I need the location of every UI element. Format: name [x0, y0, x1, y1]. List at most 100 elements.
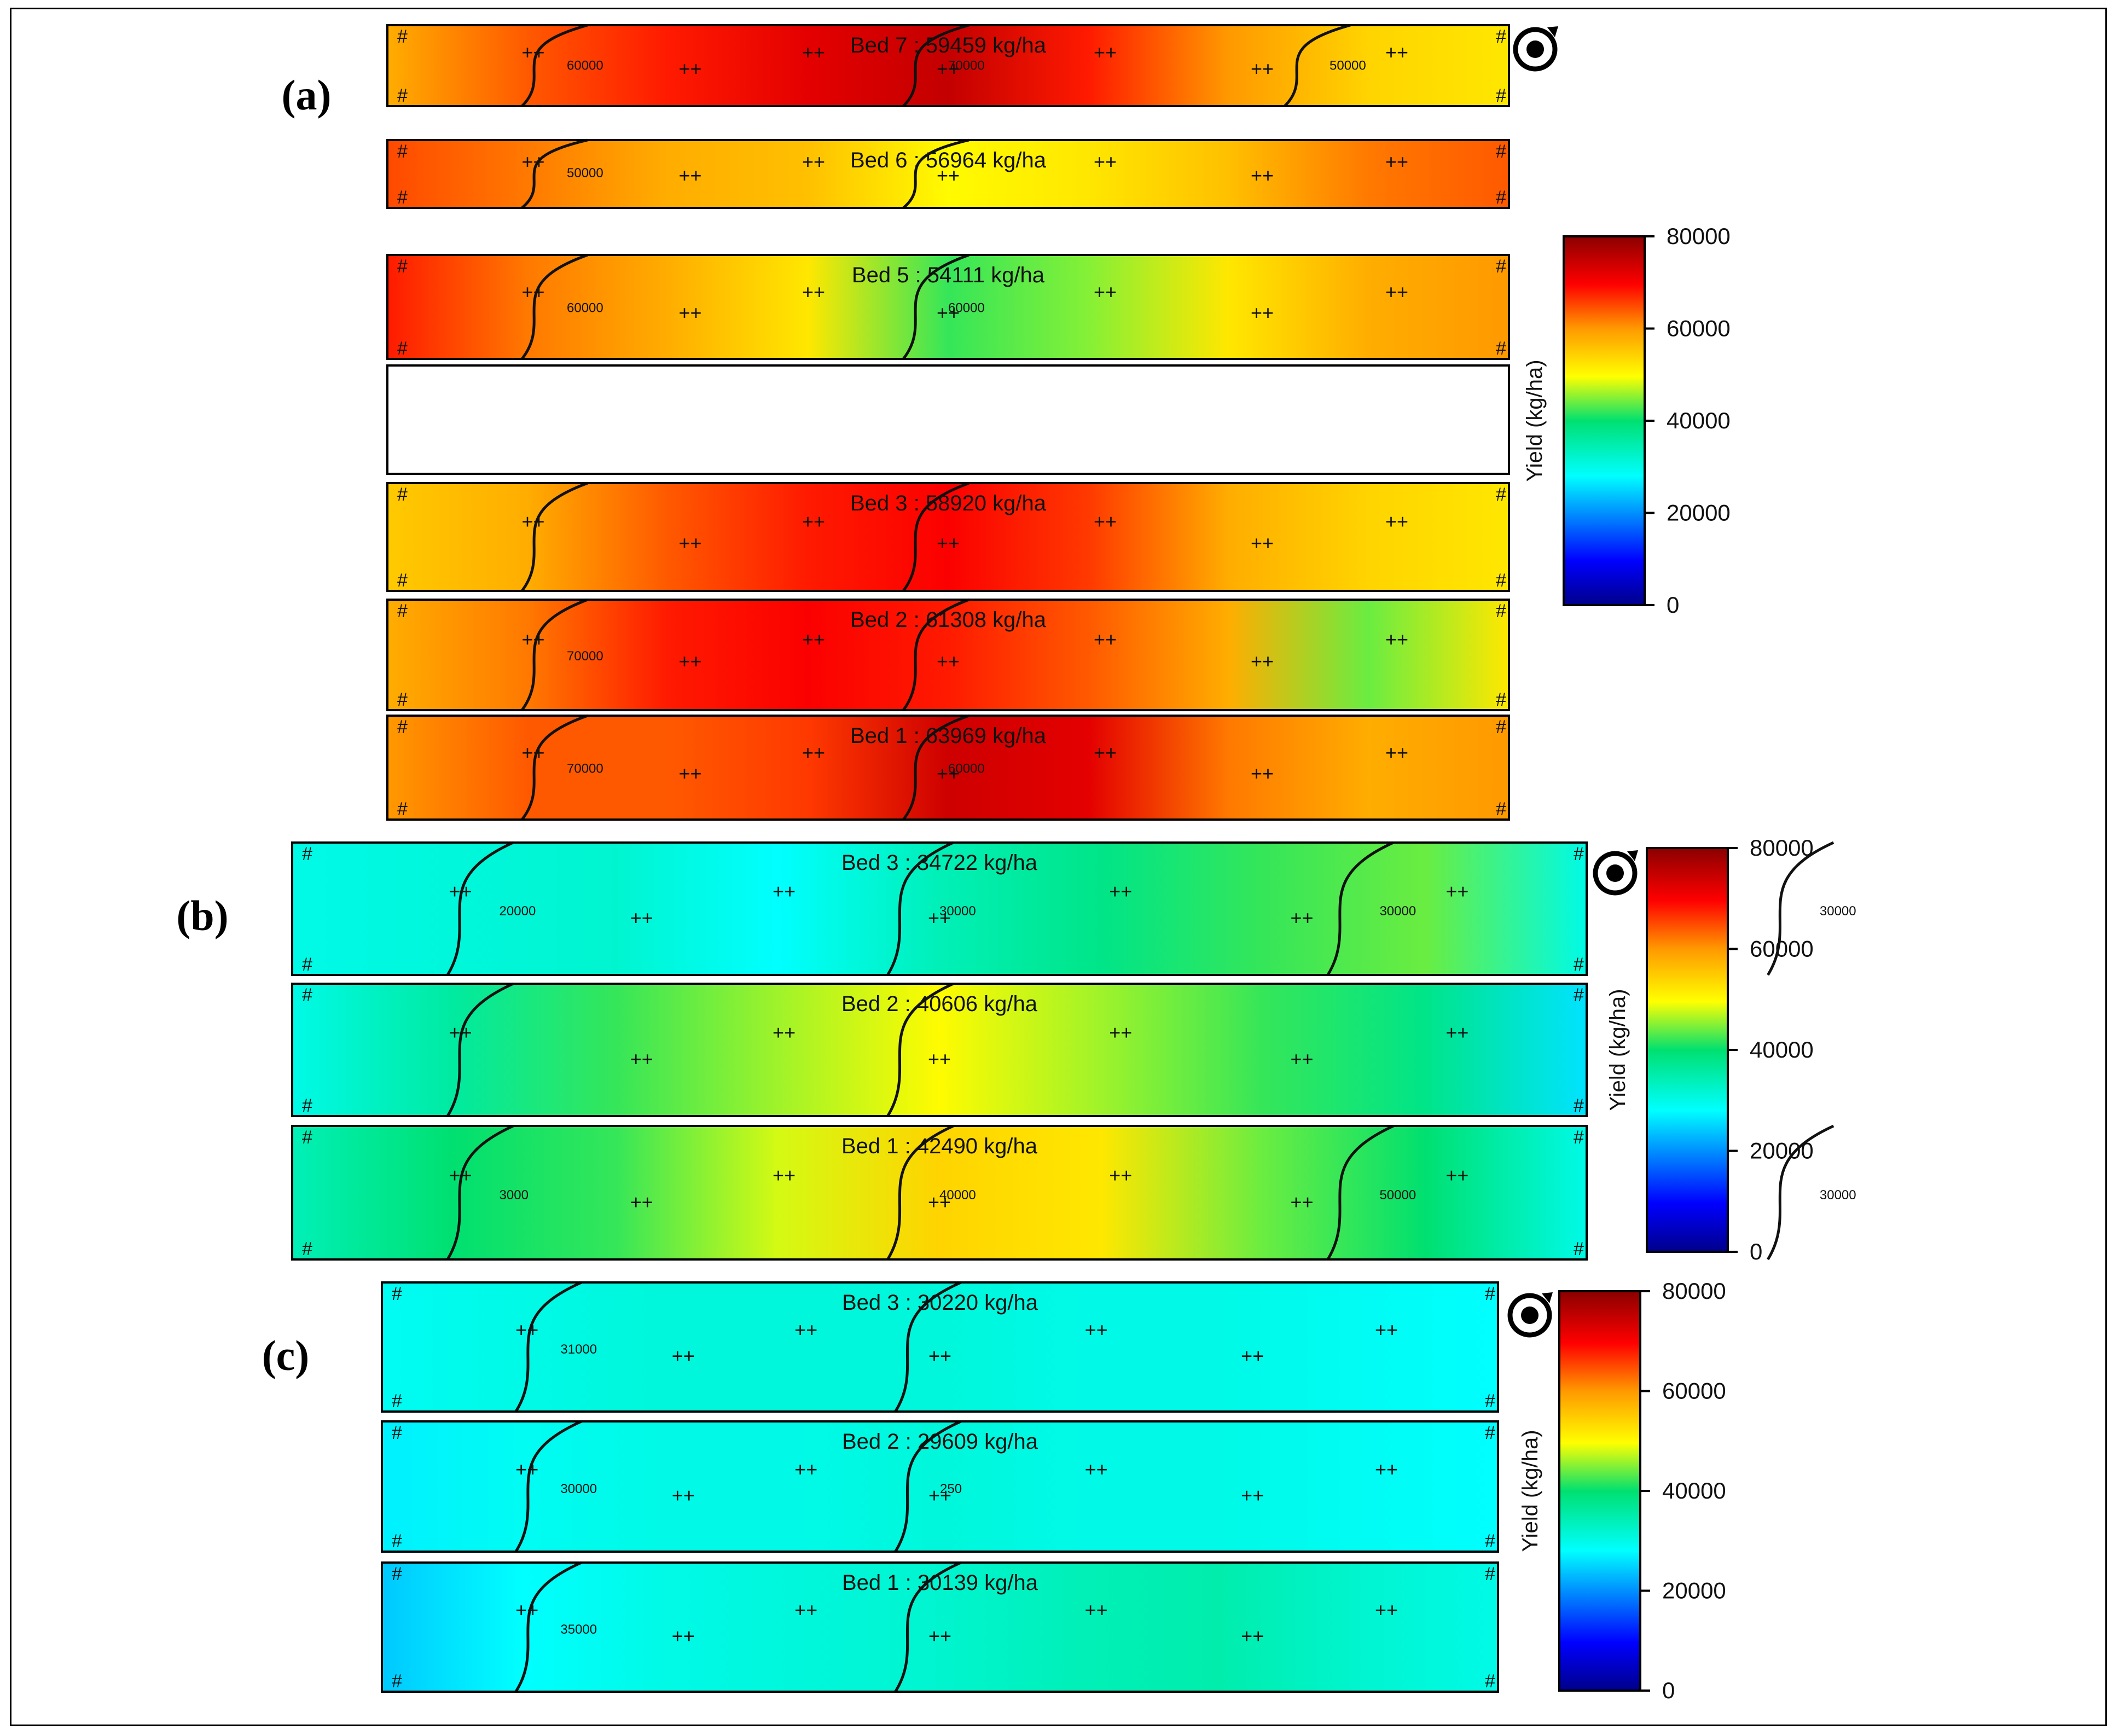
- contour-line: [1326, 1124, 1394, 1261]
- bed-plot: ++ ++ ++ ++ ++ ++ ++ # # # # Bed 3 : 58920 kg/ha: [386, 481, 1510, 592]
- colorbar-ramp: [1646, 847, 1729, 1253]
- contour-label: 50000: [1330, 58, 1366, 73]
- contour-line: [446, 982, 514, 1117]
- colorbar-label: Yield (kg/ha): [1518, 1430, 1542, 1552]
- contour-line: [521, 481, 588, 592]
- bed-plot: 30000 250++++++++++++++# ## #Bed 2 : 29609 …: [381, 1420, 1499, 1553]
- contour-line: [902, 598, 969, 711]
- sample-marker: ++: [672, 1484, 695, 1507]
- contour-line: [1767, 841, 1834, 976]
- sample-marker: ++: [1375, 1458, 1398, 1480]
- corner-marker: #: [1496, 187, 1506, 208]
- corner-marker: #: [1485, 1423, 1495, 1443]
- corner-marker: #: [302, 1095, 312, 1116]
- sample-marker: ++: [521, 41, 544, 63]
- contour-line: [902, 714, 969, 821]
- yield-surface: [292, 1126, 1587, 1259]
- corner-marker: #: [302, 844, 312, 864]
- bed-border: [386, 24, 1510, 107]
- contour-line: [514, 1281, 582, 1413]
- corner-marker: #: [1496, 717, 1506, 738]
- bed-plot: 70000 ++ ++ ++ ++ ++ ++ ++ # # # # Bed 2 : 61308 kg/…: [386, 598, 1510, 711]
- yield-surface: [292, 984, 1587, 1116]
- contour-line: [446, 1124, 514, 1261]
- colorbar: 80000 60000 40000 20000 0 Yield (kg/ha): [1606, 835, 1814, 1264]
- corner-marker: #: [397, 338, 408, 359]
- corner-marker: #: [302, 954, 312, 975]
- panel-label: (c): [262, 1332, 310, 1379]
- sample-marker: ++: [1241, 1484, 1264, 1507]
- sample-marker: ++: [794, 1319, 817, 1341]
- contour-label: 250: [940, 1482, 962, 1496]
- corner-marker: #: [397, 484, 408, 505]
- bed-label: Bed 2 : 61308 kg/ha: [850, 608, 1047, 632]
- colorbar-tick-label: 20000: [1667, 500, 1731, 526]
- bed-border: [291, 841, 1588, 976]
- sample-marker: ++: [794, 1599, 817, 1621]
- corner-marker: #: [1574, 844, 1584, 864]
- bed-border: [291, 983, 1588, 1117]
- sample-marker: ++: [928, 1344, 951, 1367]
- contour-line: [521, 24, 588, 107]
- contour-label: 60000: [567, 58, 603, 73]
- contour-line: [446, 841, 514, 976]
- sample-marker: ++: [1385, 150, 1408, 173]
- corner-marker: #: [397, 717, 408, 738]
- sample-marker: ++: [794, 1458, 817, 1480]
- sample-marker: ++: [1375, 1319, 1398, 1341]
- corner-marker: #: [1574, 985, 1584, 1006]
- figure-frame: [10, 8, 2107, 1726]
- bed-plot: 20000 30000 30000 30000++++++++++++++# ## #Be…: [291, 841, 1856, 976]
- contour-label: 30000: [1820, 1188, 1856, 1203]
- sample-marker: ++: [1290, 1191, 1313, 1213]
- bed-border: [386, 139, 1510, 209]
- sample-marker: ++: [521, 741, 544, 764]
- sample-marker: ++: [678, 532, 701, 554]
- contour-label: 3000: [500, 1188, 529, 1203]
- colorbar-tick-label: 20000: [1750, 1138, 1814, 1164]
- panel-label: (a): [282, 71, 332, 119]
- colorbar-ramp: [1558, 1290, 1641, 1692]
- contour-line: [894, 1420, 962, 1553]
- sample-marker: ++: [1385, 510, 1408, 533]
- contour-label: 30000: [1379, 904, 1416, 919]
- sample-marker: ++: [937, 650, 960, 672]
- sample-marker: ++: [937, 57, 960, 80]
- sample-marker: ++: [521, 628, 544, 651]
- sample-marker: ++: [802, 510, 825, 533]
- colorbar-tick-label: 60000: [1662, 1378, 1726, 1404]
- sample-marker: ++: [672, 1624, 695, 1647]
- contour-label: 40000: [939, 1188, 976, 1203]
- bed-plot: 35000 ++ ++ ++ ++ ++ ++ ++ # # # # Bed 1 : 30139 kg/…: [381, 1561, 1499, 1693]
- corner-marker: #: [392, 1391, 402, 1412]
- sample-marker: ++: [802, 41, 825, 63]
- contour-label: 60000: [948, 301, 985, 316]
- corner-marker: #: [1485, 1564, 1495, 1584]
- bed-border: [291, 1125, 1588, 1261]
- corner-marker: #: [392, 1564, 402, 1584]
- sample-marker: ++: [449, 1021, 472, 1044]
- colorbar-tick-label: 80000: [1667, 223, 1731, 249]
- corner-marker: #: [1574, 954, 1584, 975]
- corner-marker: #: [302, 1239, 312, 1259]
- contour-line: [1767, 1124, 1834, 1261]
- sample-marker: ++: [630, 1048, 653, 1070]
- contour-line: [886, 982, 954, 1117]
- sample-marker: ++: [521, 150, 544, 173]
- colorbar-ramp: [1563, 235, 1646, 606]
- colorbar-tick-label: 20000: [1662, 1578, 1726, 1604]
- contour-line: [1326, 841, 1394, 976]
- colorbar: 80000 60000 40000 20000 0 Yield (kg/ha): [1518, 1278, 1726, 1703]
- contour-line: [894, 1281, 962, 1413]
- contour-label: 60000: [948, 762, 985, 776]
- yield-surface: [387, 255, 1509, 359]
- corner-marker: #: [1485, 1284, 1495, 1304]
- contour-line: [886, 1124, 954, 1261]
- colorbar-tick-label: 0: [1667, 592, 1679, 618]
- bed-plot: 3000 40000 50000 30000 ++ ++ ++ ++ ++ ++ ++ # # # # Bed…: [291, 1124, 1856, 1261]
- corner-marker: #: [1574, 1095, 1584, 1116]
- north-arrow-icon: [1593, 850, 1638, 896]
- contour-line: [1284, 24, 1351, 107]
- sample-marker: ++: [1094, 628, 1117, 651]
- corner-marker: #: [1496, 484, 1506, 505]
